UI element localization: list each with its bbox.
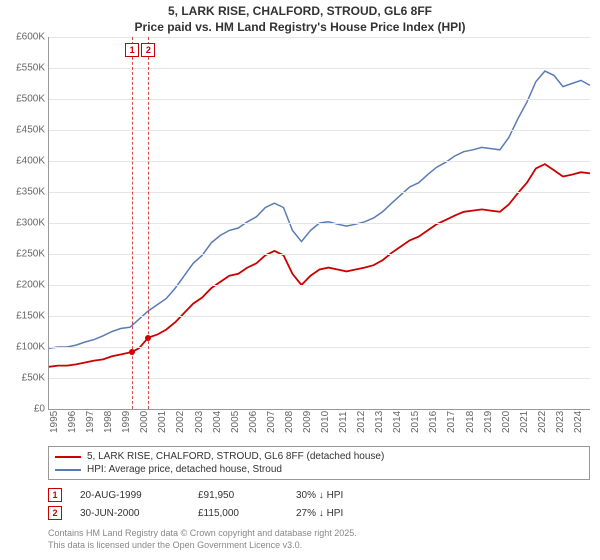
gridline [49,254,590,255]
legend-label: 5, LARK RISE, CHALFORD, STROUD, GL6 8FF … [87,451,384,462]
x-axis-label: 2011 [338,412,349,434]
x-axis-label: 2020 [501,411,512,433]
footer-licence: This data is licensed under the Open Gov… [48,540,590,552]
x-axis-label: 2017 [446,411,457,433]
gridline [49,68,590,69]
sale-date: 20-AUG-1999 [80,490,180,501]
sale-date: 30-JUN-2000 [80,508,180,519]
y-axis-label: £100K [1,342,45,353]
sale-pct: 30% ↓ HPI [296,490,396,501]
x-axis-label: 2001 [157,411,168,433]
gridline [49,316,590,317]
x-axis-label: 2013 [374,411,385,433]
y-axis-label: £250K [1,249,45,260]
y-axis-label: £200K [1,280,45,291]
sale-pct: 27% ↓ HPI [296,508,396,519]
legend-label: HPI: Average price, detached house, Stro… [87,464,282,475]
marker-vline [148,37,149,409]
x-axis-label: 2006 [248,411,259,433]
gridline [49,130,590,131]
gridline [49,37,590,38]
y-axis-label: £150K [1,311,45,322]
marker-badge: 1 [125,43,139,57]
gridline [49,285,590,286]
y-axis-label: £50K [1,373,45,384]
x-axis-label: 1995 [49,411,60,433]
chart-title: 5, LARK RISE, CHALFORD, STROUD, GL6 8FF … [0,0,600,37]
x-axis-label: 2024 [573,411,584,433]
x-axis-label: 1996 [67,411,78,433]
bottom-panel: 5, LARK RISE, CHALFORD, STROUD, GL6 8FF … [48,446,590,551]
y-axis-label: £450K [1,125,45,136]
sale-point [145,335,151,341]
x-axis-label: 2016 [428,411,439,433]
x-axis-label: 2019 [483,411,494,433]
y-axis-label: £350K [1,187,45,198]
y-axis-label: £0 [1,404,45,415]
x-axis-label: 2003 [194,411,205,433]
sale-marker: 2 [48,506,62,520]
x-axis-label: 2002 [175,411,186,433]
series-price_paid [49,164,590,367]
chart-plot-area: £0£50K£100K£150K£200K£250K£300K£350K£400… [48,37,590,410]
x-axis-label: 1999 [121,411,132,433]
x-axis-label: 2008 [284,411,295,433]
gridline [49,378,590,379]
y-axis-label: £550K [1,63,45,74]
sale-marker: 1 [48,488,62,502]
x-axis-label: 2022 [537,411,548,433]
x-axis-label: 1997 [85,411,96,433]
marker-badge: 2 [141,43,155,57]
sale-price: £115,000 [198,508,278,519]
sale-row: 1 20-AUG-1999 £91,950 30% ↓ HPI [48,486,590,504]
y-axis-label: £400K [1,156,45,167]
legend: 5, LARK RISE, CHALFORD, STROUD, GL6 8FF … [48,446,590,480]
legend-row: HPI: Average price, detached house, Stro… [55,463,583,476]
y-axis-label: £600K [1,32,45,43]
legend-row: 5, LARK RISE, CHALFORD, STROUD, GL6 8FF … [55,450,583,463]
y-axis-label: £500K [1,94,45,105]
footer: Contains HM Land Registry data © Crown c… [48,528,590,551]
x-axis-label: 2015 [410,411,421,433]
gridline [49,192,590,193]
gridline [49,99,590,100]
legend-swatch [55,456,81,458]
y-axis-label: £300K [1,218,45,229]
sales-table: 1 20-AUG-1999 £91,950 30% ↓ HPI 2 30-JUN-2000… [48,486,590,522]
title-address: 5, LARK RISE, CHALFORD, STROUD, GL6 8FF [0,4,600,20]
x-axis-label: 2000 [139,411,150,433]
x-axis-label: 2023 [555,411,566,433]
x-axis-label: 2007 [266,411,277,433]
gridline [49,223,590,224]
x-axis-label: 2004 [212,411,223,433]
x-axis-label: 2014 [392,411,403,433]
x-axis-label: 2009 [302,411,313,433]
x-axis-label: 2021 [519,411,530,433]
sale-point [129,349,135,355]
x-axis-label: 2010 [320,411,331,433]
sale-row: 2 30-JUN-2000 £115,000 27% ↓ HPI [48,504,590,522]
gridline [49,347,590,348]
footer-copyright: Contains HM Land Registry data © Crown c… [48,528,590,540]
x-axis-label: 2012 [356,411,367,433]
legend-swatch [55,469,81,471]
series-hpi [49,71,590,348]
x-axis-label: 1998 [103,411,114,433]
x-axis-label: 2018 [465,411,476,433]
title-subtitle: Price paid vs. HM Land Registry's House … [0,20,600,36]
gridline [49,161,590,162]
x-axis-label: 2005 [230,411,241,433]
sale-price: £91,950 [198,490,278,501]
